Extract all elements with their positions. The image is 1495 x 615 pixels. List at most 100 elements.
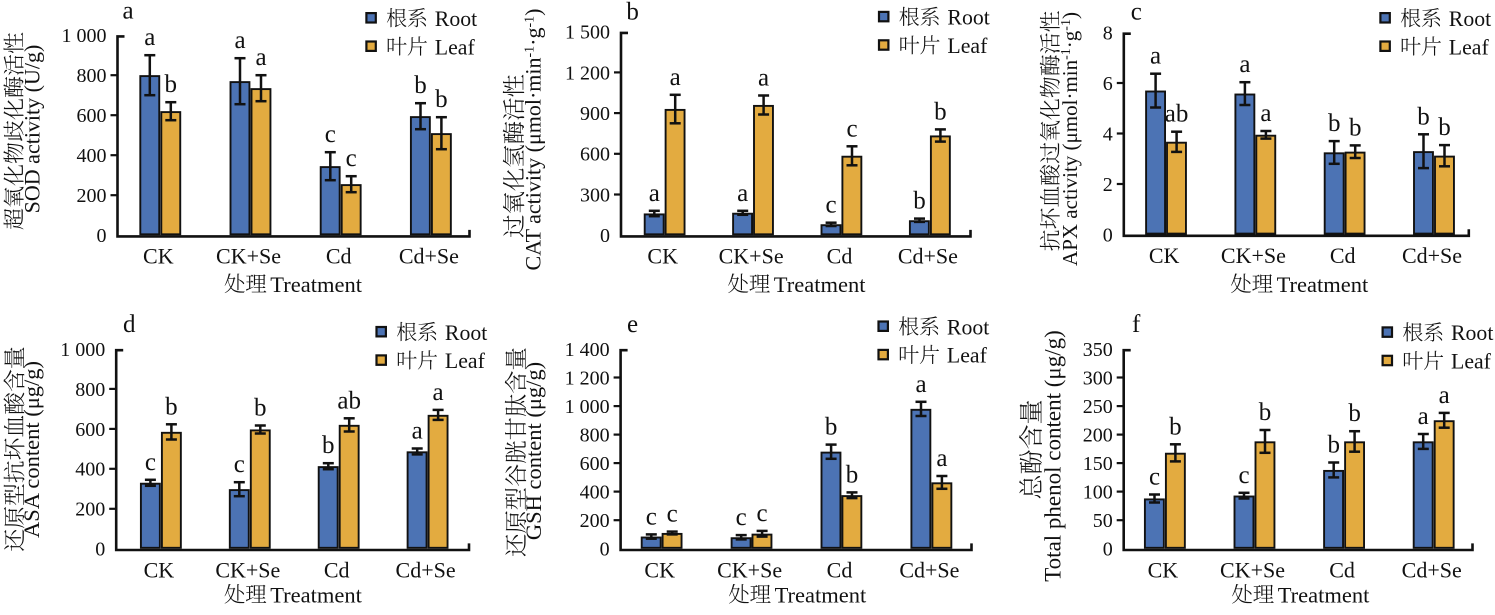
svg-text:c: c [646,503,657,530]
svg-text:c: c [846,115,857,142]
svg-text:Cd: Cd [324,557,350,582]
svg-text:0: 0 [1103,539,1113,561]
svg-text:b: b [254,395,267,422]
svg-text:a: a [670,64,681,91]
svg-text:b: b [626,0,639,26]
svg-text:a: a [936,445,947,472]
svg-text:c: c [1238,462,1249,489]
svg-text:a: a [758,65,769,92]
svg-text:Cd: Cd [326,244,352,269]
svg-text:1 000: 1 000 [62,25,107,47]
svg-text:Cd: Cd [827,244,853,269]
svg-text:a: a [1418,403,1429,430]
svg-text:Cd+Se: Cd+Se [1402,557,1462,582]
svg-text:b: b [1259,399,1272,426]
svg-text:Treatment: Treatment [775,582,867,607]
svg-text:0: 0 [95,539,105,561]
svg-text:Cd: Cd [1329,557,1355,582]
svg-text:100: 100 [1083,482,1113,504]
svg-text:c: c [1149,464,1160,491]
svg-text:b: b [1438,114,1451,141]
svg-text:a: a [1150,43,1161,70]
svg-text:600: 600 [77,105,107,127]
svg-text:b: b [846,461,859,488]
svg-text:800: 800 [580,425,610,447]
svg-text:c: c [1131,0,1142,26]
svg-text:400: 400 [75,459,105,481]
svg-text:CK: CK [144,557,175,582]
svg-text:Treatment: Treatment [1277,272,1369,297]
svg-text:8: 8 [1103,22,1113,44]
svg-text:Treatment: Treatment [270,272,362,297]
svg-text:c: c [234,451,245,478]
svg-text:2: 2 [1103,174,1113,196]
svg-text:CK+Se: CK+Se [1220,557,1285,582]
svg-text:0: 0 [600,539,610,561]
svg-text:GSH content (μg/g): GSH content (μg/g) [521,362,546,540]
svg-text:600: 600 [75,419,105,441]
svg-text:0: 0 [97,225,107,247]
svg-text:Treatment: Treatment [1278,582,1370,607]
svg-text:a: a [122,0,133,25]
svg-text:250: 250 [1083,396,1113,418]
svg-text:CK: CK [143,244,174,269]
svg-text:a: a [1260,100,1271,127]
svg-text:b: b [934,98,947,125]
svg-text:b: b [165,71,178,98]
svg-text:0: 0 [600,225,610,247]
svg-text:b: b [414,72,427,99]
svg-text:b: b [1327,432,1340,459]
svg-text:ab: ab [337,387,361,414]
svg-text:800: 800 [77,65,107,87]
svg-text:0: 0 [1103,224,1113,246]
svg-text:50: 50 [1093,510,1113,532]
svg-text:a: a [144,24,155,51]
svg-text:600: 600 [580,453,610,475]
svg-text:CK+Se: CK+Se [216,244,281,269]
svg-text:ab: ab [1165,101,1189,128]
svg-text:200: 200 [1083,425,1113,447]
svg-text:e: e [627,311,638,338]
svg-text:a: a [649,180,660,207]
svg-text:CK: CK [644,557,675,582]
svg-text:Total phenol content (μg/g): Total phenol content (μg/g) [1041,330,1066,582]
svg-text:Cd+Se: Cd+Se [396,557,456,582]
svg-text:c: c [667,501,678,528]
svg-text:Cd+Se: Cd+Se [899,557,959,582]
svg-text:400: 400 [77,145,107,167]
svg-text:6: 6 [1103,73,1113,95]
svg-text:CK+Se: CK+Se [215,557,280,582]
svg-text:600: 600 [580,144,610,166]
svg-text:CK+Se: CK+Se [717,557,782,582]
svg-text:150: 150 [1083,453,1113,475]
svg-text:a: a [234,27,245,54]
svg-text:b: b [1348,400,1361,427]
svg-text:c: c [826,192,837,219]
svg-text:300: 300 [1083,367,1113,389]
svg-text:400: 400 [580,482,610,504]
svg-text:a: a [915,371,926,398]
svg-text:SOD activity (U/g): SOD activity (U/g) [20,45,45,214]
svg-text:900: 900 [580,103,610,125]
svg-text:c: c [757,500,768,527]
svg-text:Cd: Cd [827,557,853,582]
svg-text:200: 200 [75,499,105,521]
svg-text:800: 800 [75,379,105,401]
svg-text:Treatment: Treatment [774,272,866,297]
svg-text:c: c [145,449,156,476]
svg-text:350: 350 [1083,339,1113,361]
svg-text:1 200: 1 200 [565,367,610,389]
svg-text:b: b [435,86,448,113]
svg-text:a: a [1239,51,1250,78]
svg-text:a: a [412,418,423,445]
svg-text:CK+Se: CK+Se [719,244,784,269]
svg-text:CK: CK [1149,243,1180,268]
svg-text:CK: CK [647,244,678,269]
svg-text:300: 300 [580,184,610,206]
svg-text:Cd+Se: Cd+Se [898,244,958,269]
svg-text:b: b [1417,103,1430,130]
svg-text:b: b [1349,114,1362,141]
svg-text:a: a [1439,382,1450,409]
svg-text:200: 200 [77,185,107,207]
svg-text:1 500: 1 500 [565,22,610,44]
